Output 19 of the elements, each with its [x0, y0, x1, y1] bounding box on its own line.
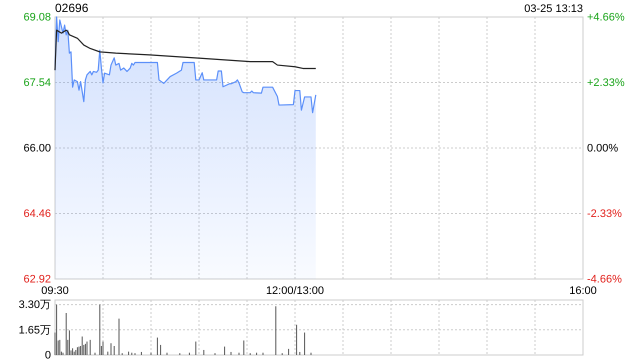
y-tick-label: 0: [44, 350, 51, 360]
y2-tick-label: -2.33%: [587, 208, 622, 220]
y-tick-label: 1.65万: [18, 324, 51, 336]
x-tick-label: 09:30: [41, 285, 69, 297]
text: 03-25 13:13: [524, 3, 583, 15]
y-tick-label: 64.46: [23, 208, 51, 220]
y2-tick-label: -4.66%: [587, 274, 622, 286]
y2-tick-label: +4.66%: [587, 12, 625, 24]
x-tick-label: 12:00/13:00: [266, 285, 324, 297]
y2-tick-label: +2.33%: [587, 77, 625, 90]
x-tick-label: 16:00: [569, 285, 597, 297]
y2-tick-label: 0.00%: [587, 142, 618, 155]
chart-title: 02696: [55, 1, 89, 15]
y-tick-label: 66.00: [23, 142, 51, 155]
line-series: [54, 30, 316, 71]
y-tick-label: 67.54: [23, 77, 51, 90]
y-tick-label: 3.30万: [18, 299, 51, 312]
y-tick-label: 62.92: [23, 274, 51, 286]
y-tick-label: 69.08: [23, 12, 51, 24]
